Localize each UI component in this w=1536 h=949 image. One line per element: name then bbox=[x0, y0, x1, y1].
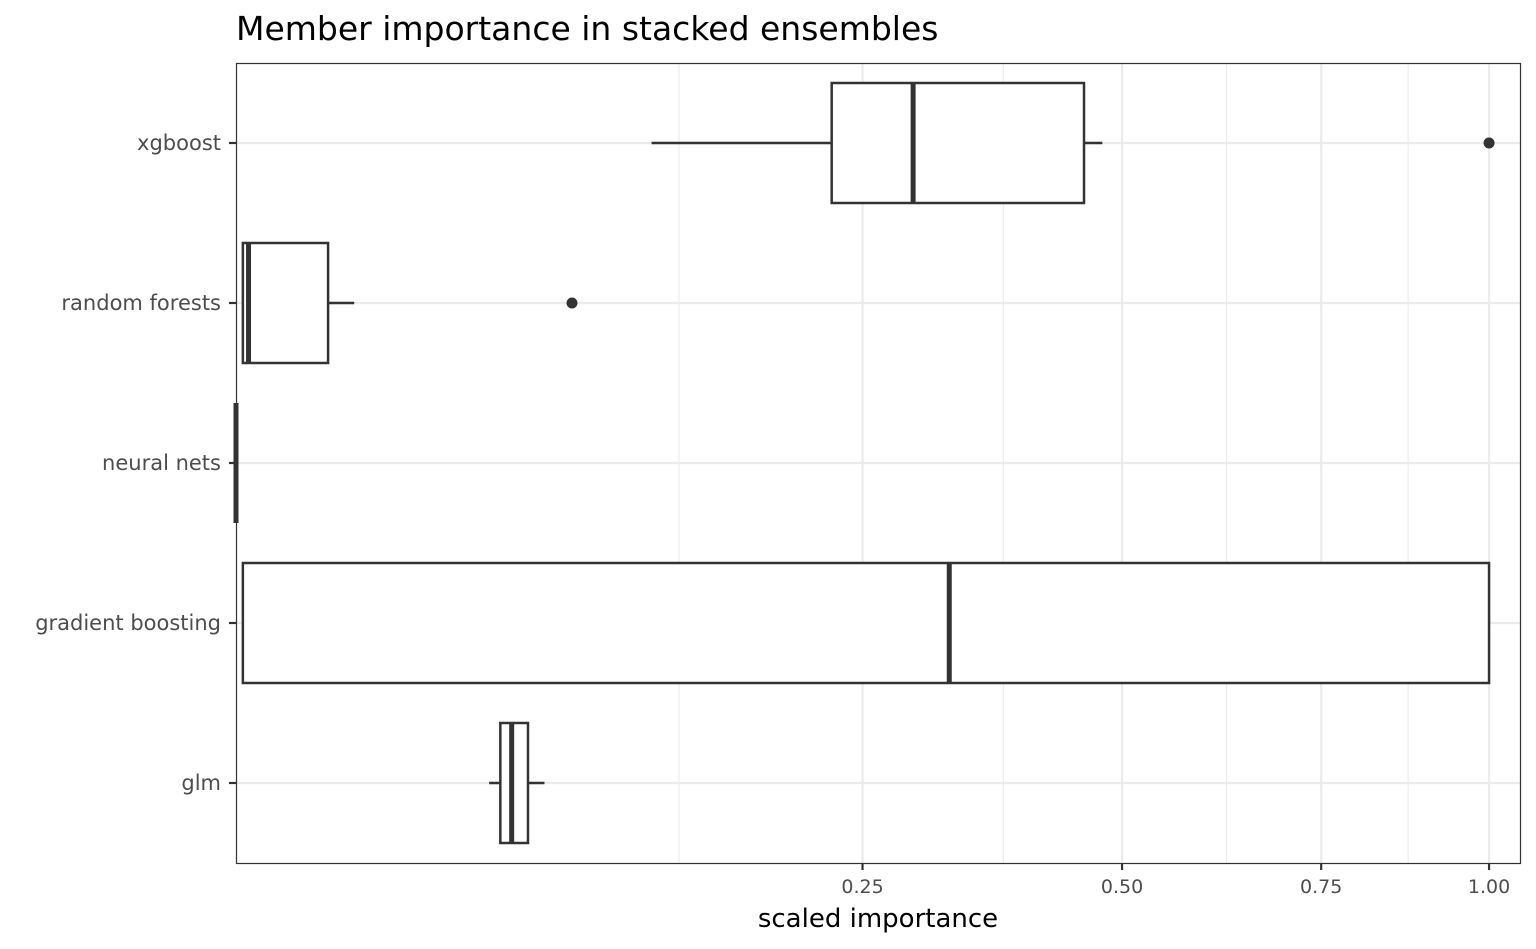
y-tick-label: random forests bbox=[61, 291, 221, 315]
x-tick-label: 0.75 bbox=[1300, 876, 1342, 898]
box-group bbox=[651, 81, 1495, 205]
y-tick-label: gradient boosting bbox=[35, 611, 221, 635]
box-group bbox=[241, 241, 578, 365]
x-tick-label: 0.50 bbox=[1101, 876, 1143, 898]
box-iqr bbox=[241, 241, 330, 365]
outlier-point bbox=[566, 297, 578, 309]
box-group bbox=[489, 721, 545, 845]
boxes-layer bbox=[233, 81, 1495, 845]
y-axis: xgboost random forests neural nets gradient… bbox=[35, 131, 236, 795]
panel-border bbox=[235, 62, 1522, 865]
box-iqr bbox=[241, 561, 1491, 685]
box-iqr bbox=[830, 81, 1086, 205]
x-tick-label: 1.00 bbox=[1468, 876, 1510, 898]
chart-title: Member importance in stacked ensembles bbox=[236, 9, 938, 48]
y-tick-label: neural nets bbox=[102, 451, 221, 475]
y-tick-label: xgboost bbox=[137, 131, 221, 155]
y-tick-label: glm bbox=[181, 771, 221, 795]
x-axis: 0.25 0.50 0.75 1.00 bbox=[841, 863, 1510, 898]
outlier-point bbox=[1483, 137, 1495, 149]
x-axis-title: scaled importance bbox=[758, 904, 998, 934]
box-group bbox=[241, 561, 1491, 685]
x-tick-label: 0.25 bbox=[841, 876, 883, 898]
